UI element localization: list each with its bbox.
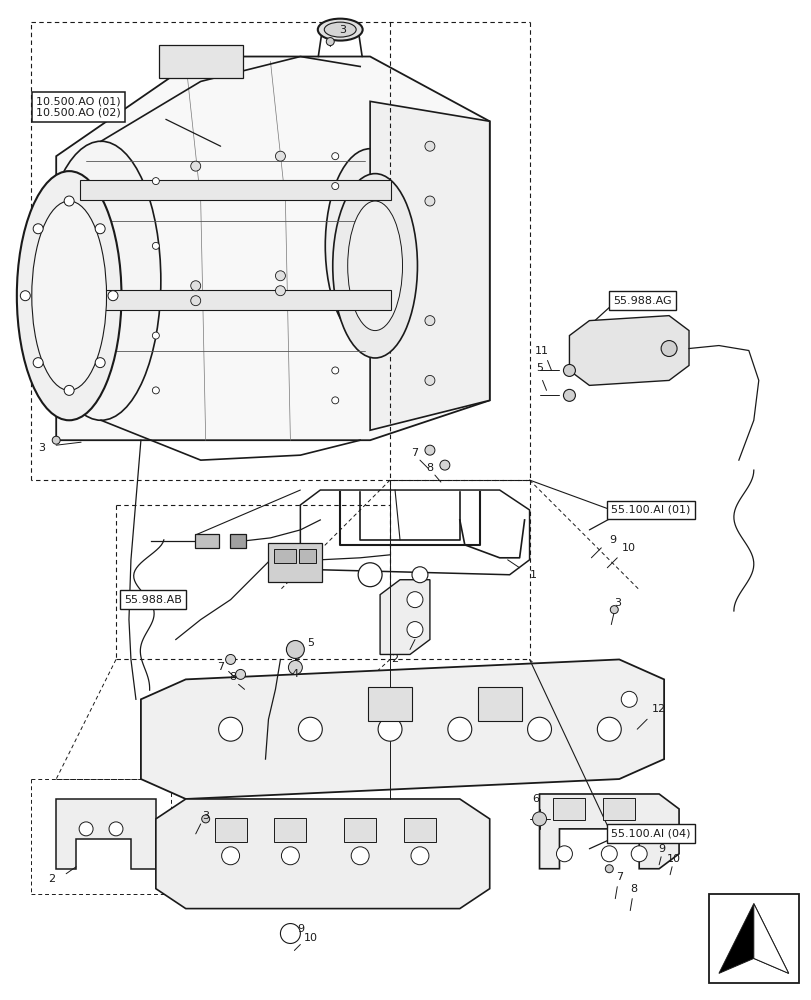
Text: 12: 12	[651, 704, 665, 714]
Polygon shape	[56, 799, 156, 869]
Circle shape	[191, 296, 200, 306]
Polygon shape	[539, 794, 678, 869]
Circle shape	[286, 641, 304, 658]
Text: 4: 4	[291, 669, 298, 679]
Circle shape	[225, 654, 235, 664]
Circle shape	[660, 341, 676, 356]
Polygon shape	[156, 799, 489, 909]
Circle shape	[275, 271, 285, 281]
Circle shape	[597, 717, 620, 741]
Ellipse shape	[325, 149, 414, 343]
FancyBboxPatch shape	[80, 290, 391, 310]
Text: 7: 7	[615, 872, 622, 882]
Text: 5: 5	[307, 638, 313, 648]
Text: 10: 10	[303, 933, 317, 943]
Circle shape	[440, 460, 449, 470]
FancyBboxPatch shape	[274, 549, 296, 563]
Circle shape	[64, 196, 74, 206]
Text: 3: 3	[338, 25, 345, 35]
Circle shape	[424, 375, 435, 385]
FancyBboxPatch shape	[367, 687, 411, 721]
Circle shape	[350, 847, 369, 865]
Circle shape	[424, 316, 435, 326]
Circle shape	[332, 153, 338, 160]
Circle shape	[326, 38, 334, 46]
Text: 10.500.AO (01)
10.500.AO (02): 10.500.AO (01) 10.500.AO (02)	[36, 96, 121, 118]
Polygon shape	[370, 101, 489, 430]
Circle shape	[64, 385, 74, 395]
Circle shape	[298, 717, 322, 741]
Circle shape	[79, 822, 93, 836]
FancyBboxPatch shape	[159, 45, 242, 78]
Ellipse shape	[347, 201, 402, 331]
FancyBboxPatch shape	[477, 687, 521, 721]
Text: 10: 10	[621, 543, 636, 553]
Polygon shape	[753, 904, 787, 973]
Circle shape	[288, 660, 302, 674]
Circle shape	[108, 291, 118, 301]
Text: 5: 5	[535, 363, 543, 373]
Circle shape	[152, 332, 159, 339]
Circle shape	[563, 389, 575, 401]
Text: 7: 7	[217, 662, 224, 672]
Circle shape	[556, 846, 572, 862]
Text: 9: 9	[658, 844, 665, 854]
Polygon shape	[56, 57, 489, 440]
Ellipse shape	[333, 174, 417, 358]
Circle shape	[152, 387, 159, 394]
FancyBboxPatch shape	[344, 818, 375, 842]
Text: 3: 3	[37, 443, 45, 453]
Circle shape	[532, 812, 546, 826]
Circle shape	[221, 847, 239, 865]
Polygon shape	[569, 316, 689, 385]
Text: 8: 8	[426, 463, 433, 473]
Circle shape	[33, 358, 43, 368]
Circle shape	[235, 669, 245, 679]
Circle shape	[332, 397, 338, 404]
FancyBboxPatch shape	[603, 798, 634, 820]
Circle shape	[411, 567, 427, 583]
FancyBboxPatch shape	[274, 818, 306, 842]
Circle shape	[275, 151, 285, 161]
Circle shape	[358, 563, 382, 587]
Ellipse shape	[17, 171, 122, 420]
Circle shape	[95, 358, 105, 368]
Circle shape	[280, 924, 300, 943]
Polygon shape	[718, 904, 787, 973]
Circle shape	[201, 815, 209, 823]
Circle shape	[281, 847, 299, 865]
Text: 8: 8	[630, 884, 637, 894]
FancyBboxPatch shape	[268, 543, 322, 582]
Text: 3: 3	[613, 598, 620, 608]
Text: 3: 3	[202, 811, 209, 821]
Text: 7: 7	[411, 448, 418, 458]
Circle shape	[610, 606, 617, 614]
Circle shape	[527, 717, 551, 741]
Polygon shape	[141, 659, 663, 799]
Ellipse shape	[41, 141, 161, 420]
FancyBboxPatch shape	[230, 534, 245, 548]
FancyBboxPatch shape	[404, 818, 436, 842]
FancyBboxPatch shape	[80, 180, 391, 200]
Circle shape	[109, 822, 122, 836]
Circle shape	[218, 717, 242, 741]
Circle shape	[20, 291, 30, 301]
Circle shape	[630, 846, 646, 862]
Circle shape	[33, 224, 43, 234]
Circle shape	[191, 161, 200, 171]
Circle shape	[95, 224, 105, 234]
Bar	[708, 894, 798, 983]
Circle shape	[424, 445, 435, 455]
Circle shape	[620, 691, 637, 707]
Circle shape	[424, 141, 435, 151]
Circle shape	[332, 367, 338, 374]
Text: 10: 10	[667, 854, 680, 864]
Ellipse shape	[324, 22, 356, 37]
FancyBboxPatch shape	[214, 818, 247, 842]
Text: 2: 2	[391, 654, 398, 664]
FancyBboxPatch shape	[195, 534, 218, 548]
Circle shape	[601, 846, 616, 862]
Text: 55.988.AB: 55.988.AB	[124, 595, 182, 605]
FancyBboxPatch shape	[553, 798, 585, 820]
Text: 9: 9	[609, 535, 616, 545]
